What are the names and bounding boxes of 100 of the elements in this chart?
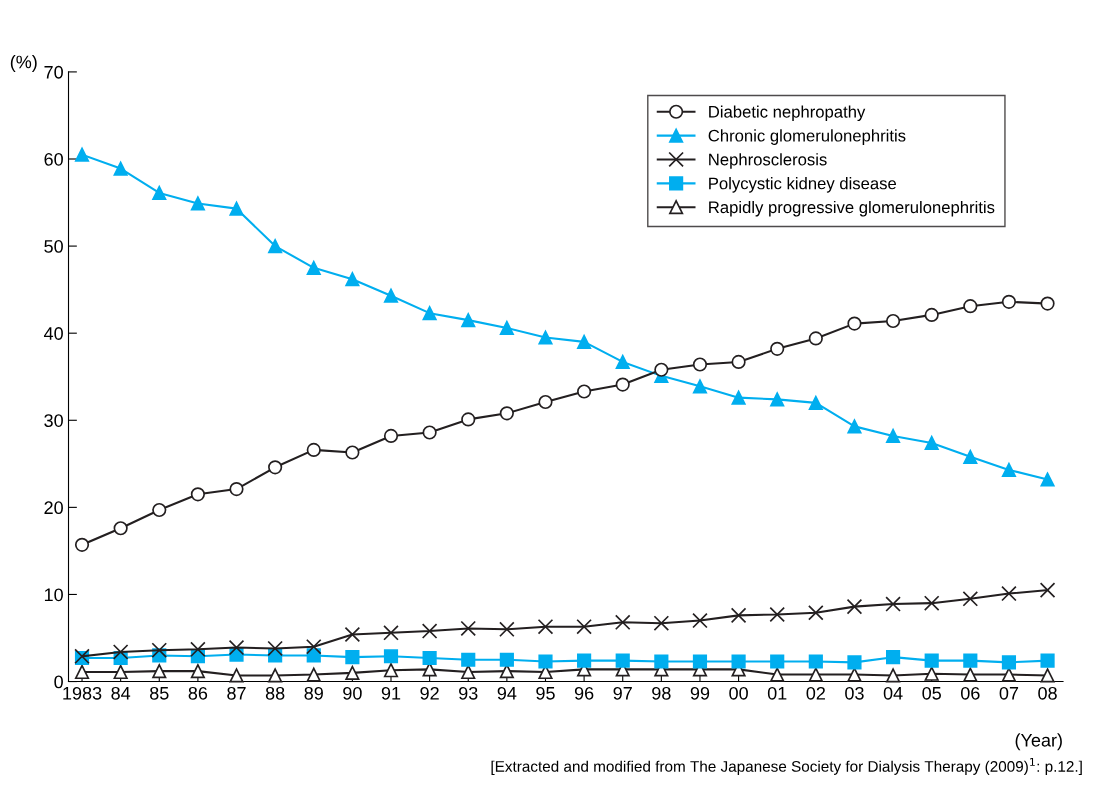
point <box>228 639 245 656</box>
point <box>924 307 939 322</box>
point <box>229 668 244 683</box>
point <box>229 481 244 497</box>
point <box>383 663 399 678</box>
point <box>1001 585 1017 602</box>
x-tick-label: 00 <box>729 686 748 700</box>
point <box>383 288 399 303</box>
point <box>808 667 823 682</box>
point <box>383 624 399 641</box>
point <box>924 666 939 681</box>
point <box>614 614 631 631</box>
point <box>731 654 746 669</box>
point <box>306 667 321 682</box>
point <box>306 260 321 275</box>
point <box>538 330 553 345</box>
point <box>923 595 940 611</box>
point <box>113 521 128 536</box>
y-tick-label: 60 <box>44 152 63 166</box>
y-tick-label: 30 <box>44 414 63 427</box>
legend-label: Rapidly progressive glomerulonephritis <box>709 200 995 217</box>
point <box>692 357 708 372</box>
point <box>1040 296 1055 311</box>
point <box>577 384 592 399</box>
point <box>538 394 553 410</box>
point <box>963 653 978 668</box>
point <box>499 320 514 336</box>
point <box>383 649 399 664</box>
point <box>1001 655 1017 670</box>
legend-label: Polycystic kidney disease <box>709 177 897 193</box>
x-tick-label: 92 <box>420 686 439 700</box>
point <box>963 449 978 464</box>
point <box>113 664 128 680</box>
text: [Extracted and modified from The Japanese Society for Dialysis Therapy (2009)$^{1}$: p.12.] <box>491 758 1082 775</box>
point <box>963 299 978 314</box>
point <box>112 644 129 660</box>
point <box>847 316 862 331</box>
point <box>306 442 321 457</box>
point <box>924 435 939 451</box>
point <box>885 668 901 683</box>
point <box>345 272 360 287</box>
point <box>615 377 630 392</box>
point <box>538 654 553 669</box>
x-tick-label: 97 <box>613 686 632 700</box>
x-tick-label: 07 <box>999 686 1019 700</box>
point <box>963 667 978 682</box>
x-tick-label: 99 <box>690 686 710 700</box>
x-tick-label: 91 <box>381 686 401 700</box>
point <box>152 502 167 518</box>
x-tick-label: 95 <box>536 686 555 700</box>
x-tick-label: 02 <box>806 686 825 700</box>
x-tick-label: 94 <box>497 686 517 700</box>
point <box>885 650 901 665</box>
y-tick-label: 20 <box>44 501 63 515</box>
point <box>499 652 514 667</box>
legend-label: Nephrosclerosis <box>709 153 827 169</box>
point <box>229 201 244 216</box>
point <box>268 460 283 475</box>
point <box>692 612 708 629</box>
point <box>1040 653 1055 668</box>
point <box>268 668 283 683</box>
point <box>885 428 901 444</box>
point <box>769 606 785 623</box>
point <box>1001 462 1017 478</box>
x-tick-label: 87 <box>227 686 246 700</box>
x-axis-title: (Year) <box>1015 733 1062 751</box>
point <box>730 607 747 624</box>
x-tick-label: 89 <box>304 686 323 700</box>
point <box>770 392 785 407</box>
point <box>770 654 785 669</box>
point <box>151 642 168 658</box>
point <box>846 598 863 615</box>
point <box>74 537 90 552</box>
point <box>692 379 708 394</box>
point <box>808 604 824 621</box>
point <box>847 419 862 434</box>
x-tick-label: 96 <box>574 686 594 700</box>
point <box>808 331 823 346</box>
x-tick-label: 98 <box>652 686 671 700</box>
y-tick-label: 10 <box>44 588 63 602</box>
point <box>770 341 785 356</box>
point <box>421 623 438 639</box>
point <box>499 621 515 638</box>
point <box>461 412 476 427</box>
x-tick-label: 85 <box>150 686 169 700</box>
point <box>808 395 823 410</box>
point <box>113 161 128 176</box>
point <box>1040 668 1055 683</box>
point <box>577 653 592 668</box>
x-tick-label: 93 <box>459 686 478 700</box>
x-tick-label: 84 <box>111 686 131 700</box>
x-tick-label: 86 <box>188 686 208 700</box>
y-axis-title: (%) <box>10 55 37 72</box>
point <box>731 390 746 405</box>
point <box>654 654 669 669</box>
point <box>615 653 630 668</box>
x-tick-label: 90 <box>343 686 362 700</box>
point <box>885 313 901 329</box>
point <box>422 650 437 666</box>
y-tick-label: 50 <box>44 240 63 253</box>
